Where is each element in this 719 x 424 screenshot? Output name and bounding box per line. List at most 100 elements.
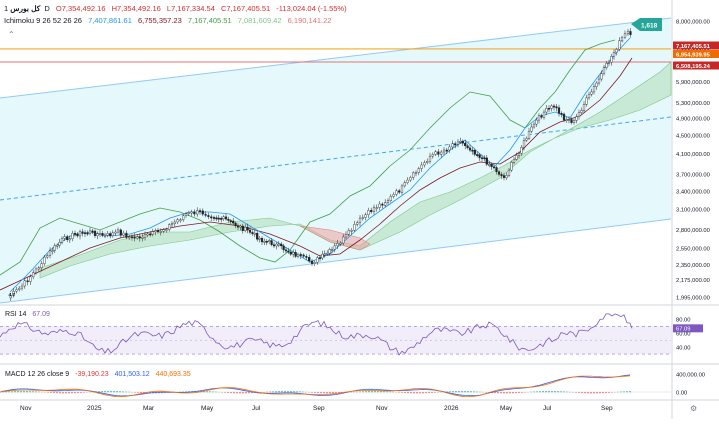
- candle-body: [254, 233, 256, 234]
- candle-body: [462, 141, 464, 143]
- macd-histogram-bar: [56, 392, 58, 393]
- candle-body: [390, 196, 392, 200]
- macd-histogram-bar: [608, 392, 610, 393]
- candle-body: [608, 62, 610, 63]
- macd-histogram-bar: [23, 391, 25, 392]
- candle-body: [588, 94, 590, 98]
- candle-body: [303, 255, 305, 256]
- macd-histogram-bar: [299, 391, 301, 392]
- macd-histogram-bar: [545, 391, 547, 392]
- macd-histogram-bar: [596, 392, 598, 393]
- macd-line-value: 401,503.12: [115, 371, 150, 378]
- price-tag-label: 7,167,405.51: [676, 44, 711, 50]
- macd-histogram-bar: [464, 391, 466, 392]
- candle-body: [147, 234, 149, 235]
- candle-body: [432, 154, 434, 156]
- candle-body: [136, 237, 138, 238]
- candle-body: [438, 152, 440, 155]
- candle-body: [61, 238, 63, 242]
- candle-body: [337, 243, 339, 245]
- candle-body: [87, 233, 89, 234]
- macd-histogram-bar: [77, 392, 79, 393]
- price-tag-label: 6,954,939.95: [676, 52, 711, 58]
- candle-body: [64, 237, 66, 239]
- candle-body: [144, 234, 146, 237]
- macd-histogram-bar: [533, 392, 535, 393]
- candle-body: [481, 158, 483, 159]
- candle-body: [180, 220, 182, 221]
- macd-histogram-bar: [368, 391, 370, 392]
- candle-body: [21, 286, 23, 288]
- candle-body: [232, 221, 234, 223]
- price-tick-label: 5,900,000.00: [676, 80, 710, 86]
- candle-body: [196, 211, 198, 214]
- candle-body: [464, 143, 466, 146]
- macd-histogram-bar: [389, 392, 391, 393]
- macd-histogram-bar: [362, 391, 364, 392]
- candle-body: [92, 231, 94, 232]
- macd-histogram-bar: [629, 391, 631, 392]
- candle-body: [44, 257, 46, 264]
- settings-icon[interactable]: ⚙: [690, 404, 697, 413]
- candle-body: [84, 233, 86, 234]
- ichimoku-label: Ichimoku 9 26 52 26 26: [4, 16, 82, 25]
- macd-histogram-bar: [428, 392, 430, 393]
- macd-histogram-bar: [233, 392, 235, 393]
- macd-histogram-bar: [284, 391, 286, 392]
- candle-body: [546, 108, 548, 112]
- candle-body: [412, 173, 414, 178]
- candle-body: [191, 212, 193, 213]
- macd-histogram-bar: [611, 392, 613, 393]
- candle-body: [300, 254, 302, 255]
- candle-body: [112, 233, 114, 236]
- candle-body: [598, 79, 600, 83]
- macd-histogram-bar: [410, 392, 412, 393]
- candle-body: [311, 261, 313, 264]
- macd-histogram-bar: [35, 391, 37, 392]
- macd-tick-label: 400,000.00: [676, 372, 705, 378]
- candle-body: [223, 217, 225, 219]
- macd-histogram-bar: [377, 391, 379, 392]
- candle-body: [199, 211, 201, 212]
- candle-body: [591, 92, 593, 94]
- time-tick-label: May: [500, 405, 513, 412]
- candle-body: [322, 254, 324, 258]
- macd-histogram-bar: [539, 391, 541, 392]
- macd-histogram-bar: [62, 392, 64, 393]
- candle-body: [491, 164, 493, 166]
- candle-body: [382, 204, 384, 205]
- candle-body: [38, 268, 40, 269]
- macd-histogram-bar: [137, 392, 139, 393]
- chevron-up-icon[interactable]: ⌃: [8, 30, 15, 39]
- candle-body: [280, 244, 282, 246]
- macd-histogram-bar: [320, 392, 322, 393]
- time-tick-label: May: [201, 405, 214, 412]
- macd-histogram-bar: [512, 392, 514, 393]
- symbol-header: کل بورس 1D O7,354,492.16 H7,354,492.16 L…: [4, 4, 351, 14]
- macd-histogram-bar: [458, 391, 460, 392]
- symbol-name[interactable]: کل بورس: [10, 4, 40, 13]
- macd-histogram-bar: [506, 392, 508, 393]
- macd-histogram-bar: [359, 391, 361, 392]
- rsi-legend[interactable]: RSI 14 67.09: [5, 311, 54, 318]
- candle-body: [556, 107, 558, 108]
- macd-legend[interactable]: MACD 12 26 close 9 -39,190.23 401,503.12…: [5, 371, 195, 378]
- candle-body: [218, 218, 220, 219]
- ohlc-open: O7,354,492.16: [56, 4, 106, 13]
- candle-body: [59, 242, 61, 245]
- macd-histogram-bar: [83, 392, 85, 393]
- macd-histogram-bar: [20, 391, 22, 392]
- price-tick-label: 4,100,000.00: [676, 152, 710, 158]
- macd-histogram-bar: [68, 392, 70, 393]
- candle-body: [109, 233, 111, 235]
- macd-histogram-bar: [584, 392, 586, 393]
- candle-body: [242, 226, 244, 231]
- ichimoku-legend[interactable]: Ichimoku 9 26 52 26 26 7,407,861.61 6,75…: [4, 16, 335, 26]
- candle-body: [533, 124, 535, 127]
- candle-body: [488, 164, 490, 165]
- candle-body: [365, 215, 367, 218]
- macd-histogram-value: -39,190.23: [75, 371, 108, 378]
- candle-body: [498, 172, 500, 175]
